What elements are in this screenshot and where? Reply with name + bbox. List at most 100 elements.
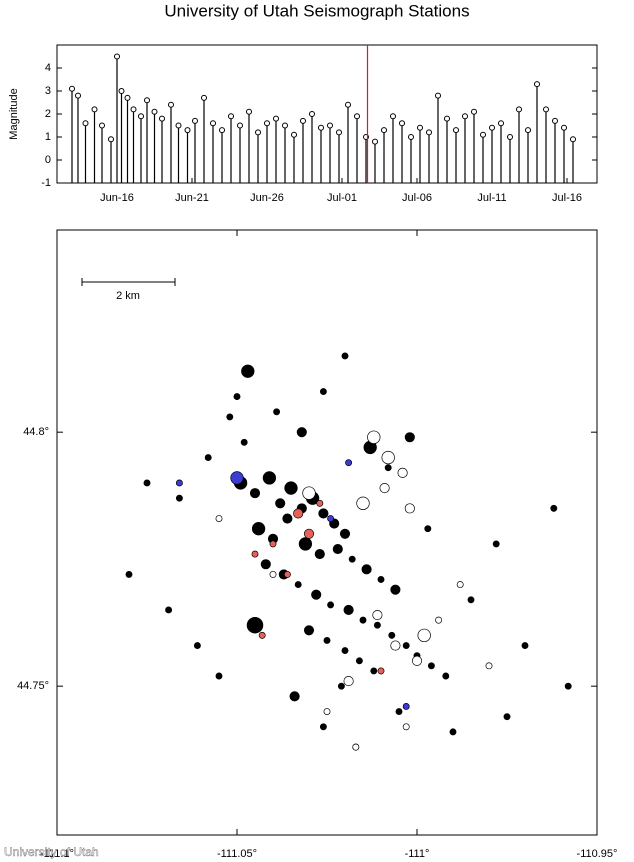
stem-head [144,97,150,104]
stem-head [381,127,387,134]
event-point [303,528,315,539]
stem-head [534,81,540,88]
event-point [269,540,277,548]
event-point [246,616,264,634]
stem-head [543,106,549,113]
stem-head [124,94,131,101]
stem-head [159,115,165,122]
stem-head [498,120,504,127]
stem-head [108,136,114,143]
top-frame [56,44,598,184]
y-tick-label: -1 [41,177,51,189]
event-point [273,408,281,416]
stem-head [91,106,98,113]
event-point [165,606,173,614]
y-tick-label: 3 [45,85,51,97]
event-point [341,352,349,360]
x-tick-label: Jun-21 [175,192,209,204]
event-point [377,667,385,675]
stem-head [453,127,459,134]
page-title: University of Utah Seismograph Stations [164,1,469,20]
event-point [215,515,223,522]
event-point [404,503,415,514]
event-point [456,581,464,589]
event-point [175,494,183,502]
scale-bar-label: 2 km [116,290,140,302]
stem-head [417,124,423,131]
y-tick-label: 44.75° [17,680,49,692]
stem-head [354,113,360,120]
event-point [564,682,572,690]
stem-head [69,85,75,92]
event-point [341,647,349,655]
event-point [193,642,201,649]
x-tick-label: -111.1° [40,848,74,860]
event-point [388,631,396,639]
stem-head [507,134,513,140]
event-point [332,543,343,555]
event-point [319,723,327,731]
event-point [381,450,395,465]
event-point [296,427,307,438]
event-point [352,743,360,751]
event-point [367,430,381,444]
stem-head [399,120,405,127]
stem-head [210,120,216,127]
event-point [303,625,315,636]
event-point [411,655,423,666]
event-point [125,570,133,578]
x-tick-label: -111° [405,848,430,860]
stem-head [201,94,207,101]
y-tick-label: 4 [45,62,51,74]
event-point [521,642,529,649]
event-point [390,640,401,651]
stem-head [138,113,144,120]
x-tick-label: Jun-26 [250,192,284,204]
event-point [343,676,354,687]
event-point [282,513,293,524]
stem-head [228,113,234,120]
x-tick-label: Jul-11 [477,192,506,204]
event-point [343,604,354,616]
stem-head [552,117,558,124]
stem-head [480,131,486,138]
event-point [345,459,353,467]
event-point [379,483,390,494]
event-point [240,438,248,446]
event-point [492,540,500,548]
event-point [260,559,271,570]
event-point [241,364,255,378]
event-point [284,481,298,495]
stem-head [237,122,243,129]
event-point [215,672,223,680]
x-tick-label: Jul-16 [552,192,582,204]
event-point [397,467,408,478]
stem-head [114,53,120,60]
event-point [319,388,327,395]
x-tick-label: Jul-01 [327,192,357,204]
event-point [442,672,450,680]
stem-head [99,122,105,129]
stem-head [336,129,342,136]
stem-head [175,122,182,129]
event-point [283,570,291,578]
stem-head [192,117,198,124]
y-tick-label: 1 [45,131,51,143]
map-frame [56,229,598,836]
x-tick-label: Jun-16 [100,192,134,204]
x-tick-label: Jul-06 [402,192,432,204]
stem-head [516,106,522,113]
event-point [258,631,266,639]
stem-head [168,101,174,108]
event-point [384,464,392,472]
event-point [143,479,151,487]
y-tick-label: 2 [45,108,51,120]
stem-head [570,136,576,143]
event-point [293,508,304,519]
event-point [361,564,372,575]
event-point [377,576,385,583]
stem-head [390,113,396,120]
event-point [550,504,558,512]
stem-head [372,138,378,145]
event-point [175,479,183,487]
